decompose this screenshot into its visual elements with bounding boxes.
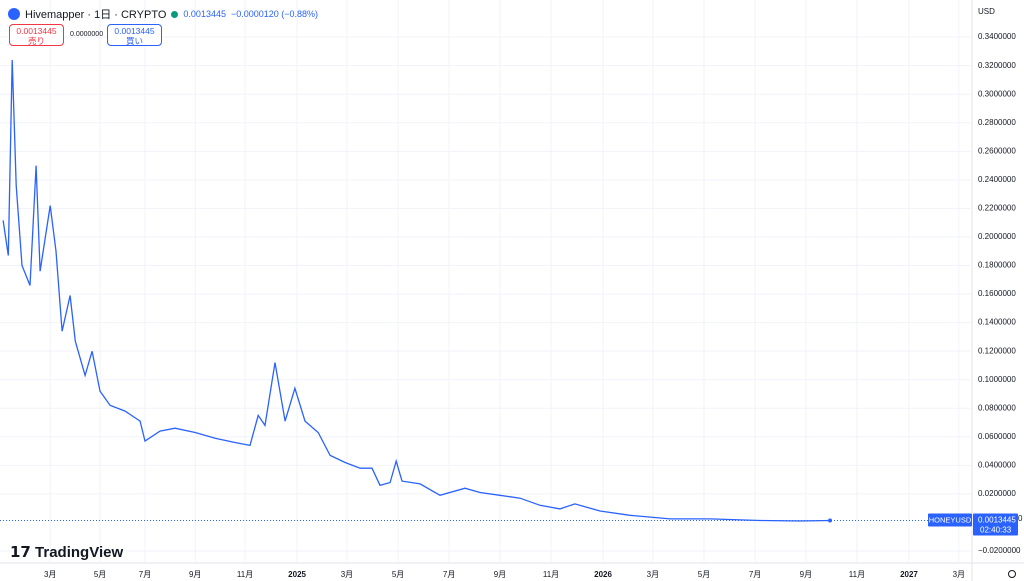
x-tick-label: 5月 [698, 570, 710, 579]
buy-button[interactable]: 0.0013445 買い [107, 24, 162, 46]
y-tick-label: 0.3400000 [978, 32, 1016, 41]
y-tick-label: 0.2000000 [978, 232, 1016, 241]
spread: 0.0000000 [70, 31, 104, 38]
x-tick-label: 5月 [94, 570, 106, 579]
x-tick-label: 9月 [494, 570, 506, 579]
y-tick-label: 0.2400000 [978, 175, 1016, 184]
y-tick-label: 0.1000000 [978, 375, 1016, 384]
logo[interactable]: ⁠𝟭𝟳 TradingView [10, 544, 124, 561]
y-tick-label: 0.0800000 [978, 403, 1016, 412]
x-tick-label: 9月 [189, 570, 201, 579]
x-tick-label: 9月 [800, 570, 812, 579]
sell-price: 0.0013445 [16, 26, 57, 36]
change: −0.0000120 (−0.88%) [230, 9, 319, 19]
buy-label: 買い [125, 36, 143, 46]
buy-price: 0.0013445 [114, 26, 155, 36]
sell-button[interactable]: 0.0013445 売り [9, 24, 64, 46]
price: 0.0013445 [183, 9, 226, 19]
symbol-label-bg [928, 513, 972, 527]
y-tick-label: 0.2600000 [978, 146, 1016, 155]
x-tick-label: 2026 [594, 570, 612, 579]
y-tick-label: 0.1800000 [978, 261, 1016, 270]
y-tick-label: 0.3200000 [978, 61, 1016, 70]
y-tick-label: 0.1600000 [978, 289, 1016, 298]
y-tick-label: 0.0200000 [978, 489, 1016, 498]
settings-icon[interactable] [1008, 570, 1016, 578]
y-tick-label: 0.2200000 [978, 204, 1016, 213]
symbol-label: HONEYUSD [929, 516, 972, 525]
price-line [2, 59, 831, 522]
price-label: 0.0013445 [978, 516, 1016, 525]
x-tick-label: 3月 [953, 570, 965, 579]
y-tick-label: 0.1200000 [978, 346, 1016, 355]
x-tick-label: 7月 [443, 570, 455, 579]
x-tick-label: 11月 [543, 570, 559, 579]
y-tick-label: −0.0200000 [978, 546, 1021, 555]
price-label-bg [973, 513, 1018, 536]
x-tick-label: 7月 [139, 570, 151, 579]
y-tick-label: 0.3000000 [978, 89, 1016, 98]
x-tick-label: 5月 [392, 570, 404, 579]
symbol-title: Hivemapper · 1日 · CRYPTO [25, 9, 167, 21]
y-tick-label: 0.0400000 [978, 460, 1016, 469]
currency: USD [978, 7, 995, 16]
sell-label: 売り [27, 36, 45, 46]
x-tick-label: 11月 [849, 570, 865, 579]
x-tick-label: 3月 [341, 570, 353, 579]
y-tick-label: 0.0600000 [978, 432, 1016, 441]
x-tick-label: 3月 [647, 570, 659, 579]
status-dot [171, 10, 179, 18]
x-tick-label: 2025 [288, 570, 306, 579]
logo-text: TradingView [35, 544, 124, 561]
edge-text: 0 [1018, 514, 1023, 523]
y-tick-label: 0.1400000 [978, 318, 1016, 327]
countdown: 02:40:33 [980, 526, 1012, 535]
symbol-icon [8, 8, 20, 20]
y-tick-label: 0.2800000 [978, 118, 1016, 127]
last-point [828, 518, 833, 523]
x-tick-label: 11月 [237, 570, 253, 579]
x-tick-label: 2027 [900, 570, 918, 579]
legend: Hivemapper · 1日 · CRYPTO 0.0013445 −0.00… [8, 6, 318, 22]
x-tick-label: 7月 [749, 570, 761, 579]
x-tick-label: 3月 [44, 570, 56, 579]
